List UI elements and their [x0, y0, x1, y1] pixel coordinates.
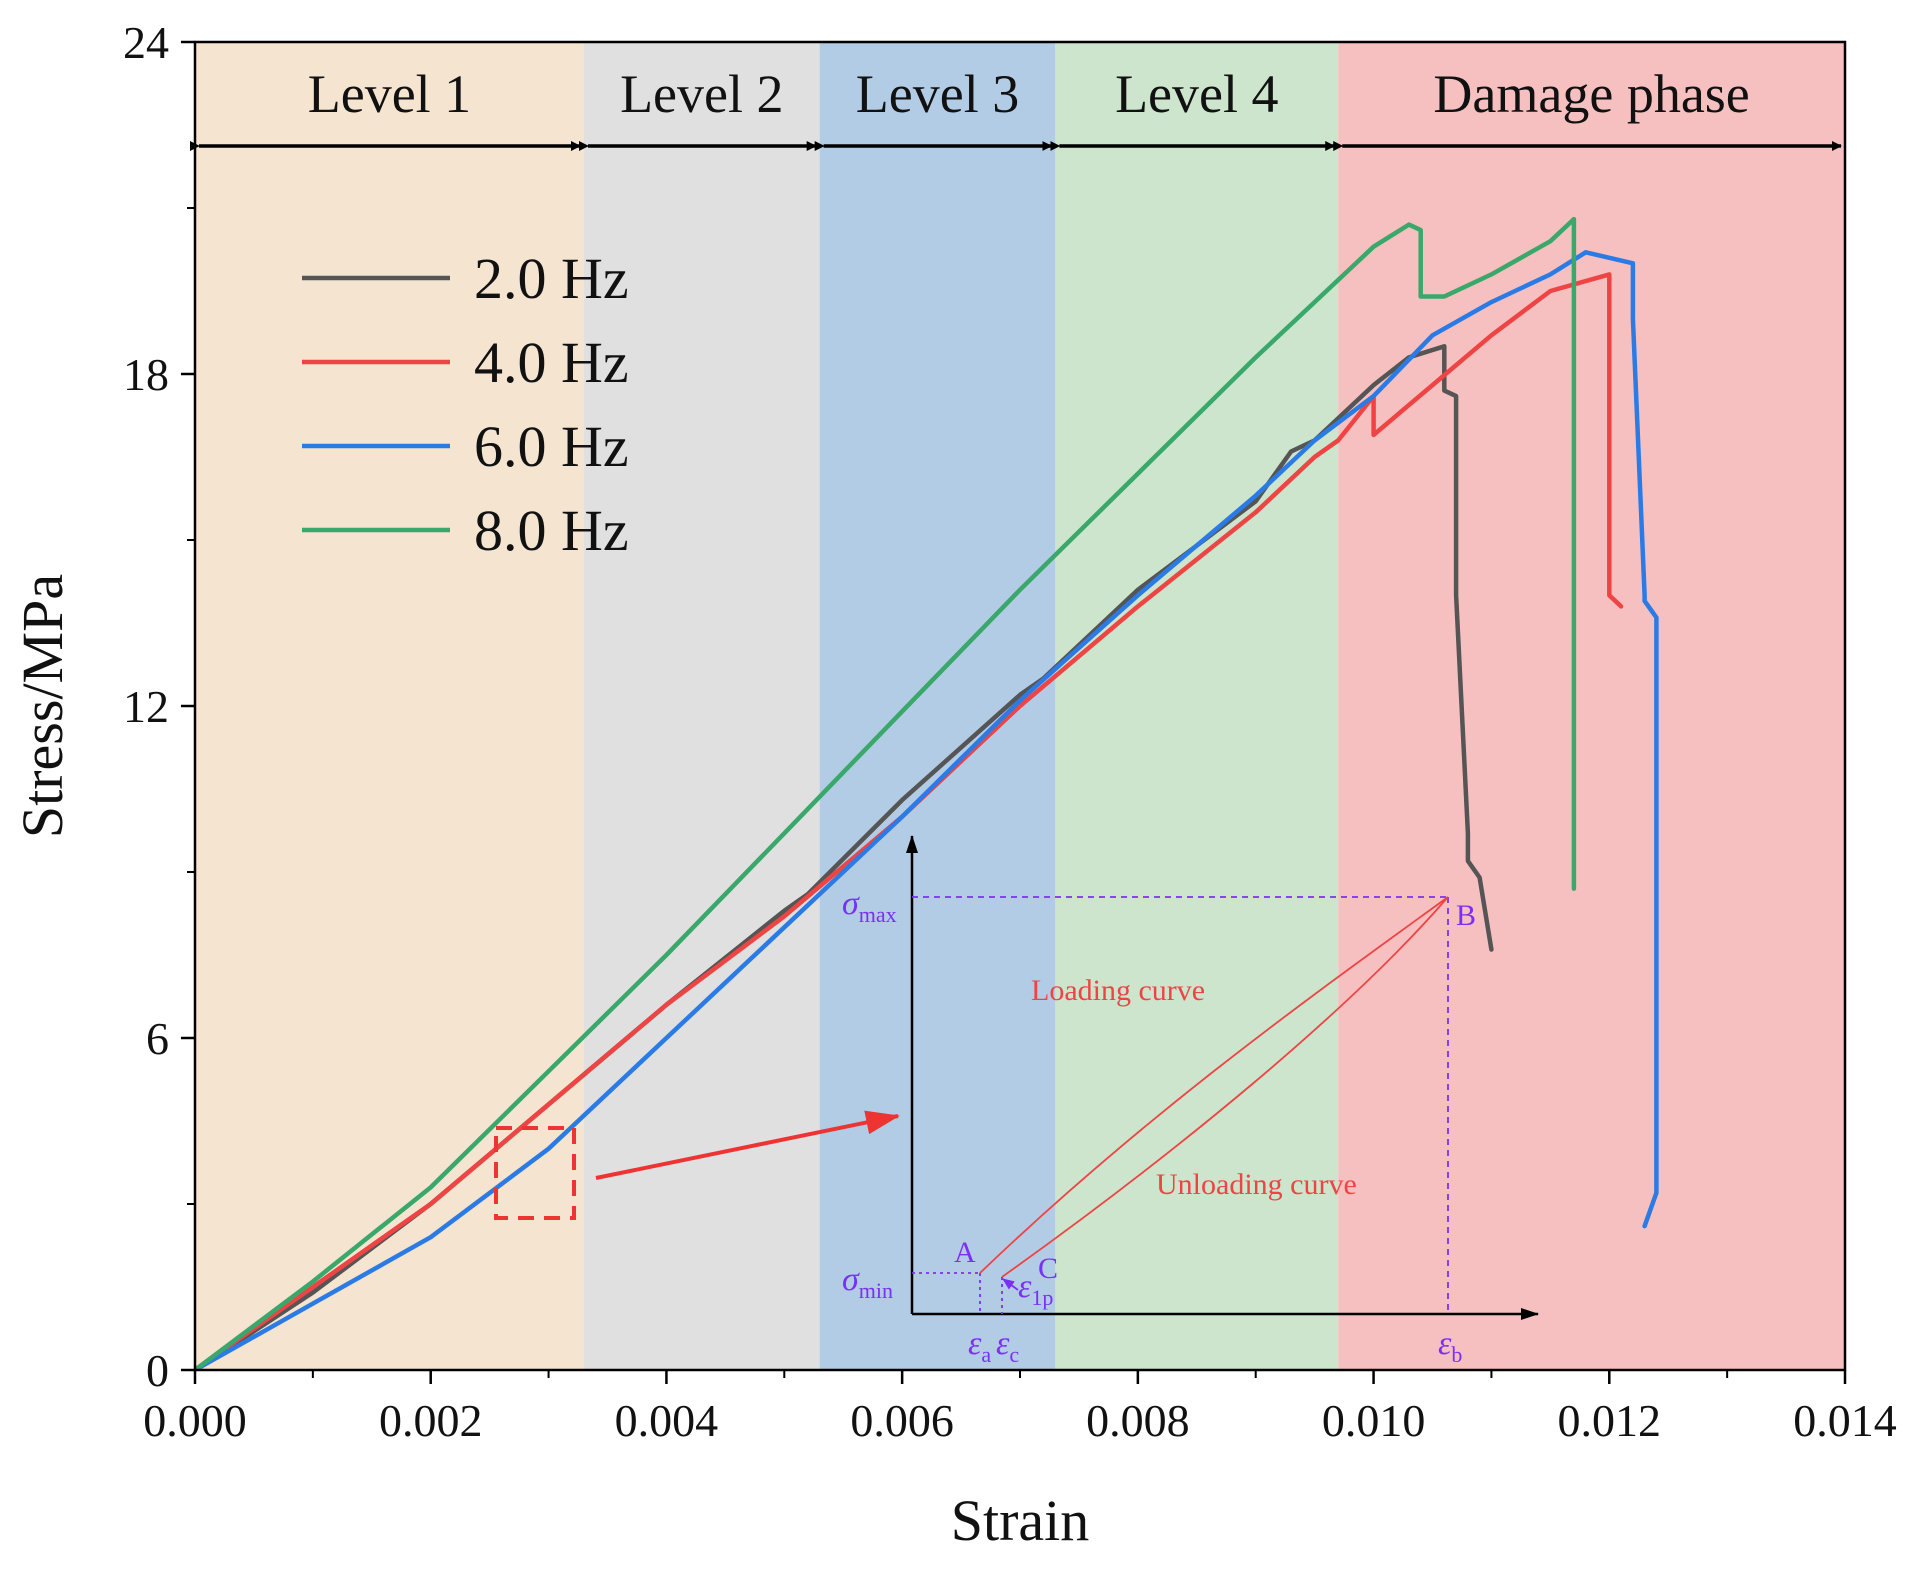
point-b-label: B: [1456, 899, 1476, 932]
legend: 2.0 Hz 4.0 Hz 6.0 Hz 8.0 Hz: [302, 246, 629, 563]
series-line-6-0-hz: [195, 250, 1659, 1370]
series-layer: [195, 216, 1659, 1370]
sigma-min-label: σmin: [842, 1261, 893, 1303]
phase-band-4: [1055, 42, 1339, 1370]
x-tick-label: 0.002: [379, 1395, 483, 1446]
phase-label-4: Level 4: [1115, 64, 1278, 124]
x-tick-label: 0.008: [1086, 1395, 1190, 1446]
y-tick-label: 18: [123, 349, 169, 400]
x-tick-label: 0.010: [1322, 1395, 1426, 1446]
phase-label-1: Level 1: [308, 64, 471, 124]
zoom-box: [494, 1126, 576, 1220]
zoom-connector-arrow: [595, 1110, 900, 1180]
x-tick-label: 0.012: [1558, 1395, 1662, 1446]
x-axis-title: Strain: [951, 1488, 1090, 1553]
y-axis-title: Stress/MPa: [10, 574, 75, 838]
legend-label-4: 8.0 Hz: [474, 498, 629, 563]
phase-headers: Level 1 Level 2 Level 3 Level 4 Damage phase: [190, 64, 1842, 151]
phase-band-1: [195, 42, 584, 1370]
unloading-curve-label: Unloading curve: [1156, 1168, 1357, 1201]
x-tick-label: 0.014: [1793, 1395, 1897, 1446]
loading-curve-line: [979, 896, 1449, 1274]
phase-bands: [195, 42, 1845, 1370]
y-tick-label: 12: [123, 681, 169, 732]
x-tick-label: 0.004: [615, 1395, 719, 1446]
phase-label-3: Level 3: [856, 64, 1019, 124]
y-axis: 0 6 12 18 24: [123, 17, 195, 1396]
eps-1p-arrow: [1002, 1278, 1019, 1291]
inset-schematic: Loading curve Unloading curve A B C σmax…: [842, 835, 1539, 1367]
phase-label-5: Damage phase: [1433, 64, 1749, 124]
y-tick-label: 6: [146, 1013, 169, 1064]
series-line-8-0-hz: [195, 216, 1577, 1370]
legend-label-3: 6.0 Hz: [474, 414, 629, 479]
x-tick-label: 0.006: [850, 1395, 954, 1446]
legend-label-2: 4.0 Hz: [474, 330, 629, 395]
unloading-curve-line: [1001, 896, 1449, 1278]
point-c-label: C: [1038, 1252, 1058, 1285]
y-tick-label: 0: [146, 1345, 169, 1396]
series-line-4-0-hz: [195, 272, 1624, 1370]
loading-curve-label: Loading curve: [1031, 974, 1205, 1007]
legend-label-1: 2.0 Hz: [474, 246, 629, 311]
eps-c-label: εc: [996, 1325, 1019, 1367]
phase-band-2: [583, 42, 820, 1370]
phase-label-2: Level 2: [620, 64, 783, 124]
x-tick-label: 0.000: [143, 1395, 247, 1446]
x-axis: 0.000 0.002 0.004 0.006 0.008 0.010 0.012 0.014: [143, 1370, 1897, 1446]
phase-band-5: [1338, 42, 1845, 1370]
eps-a-label: εa: [968, 1325, 991, 1367]
y-tick-label: 24: [123, 17, 169, 68]
sigma-max-label: σmax: [842, 885, 897, 927]
point-a-label: A: [954, 1236, 976, 1269]
eps-1p-label: ε1p: [1018, 1268, 1053, 1310]
eps-b-label: εb: [1438, 1325, 1462, 1367]
